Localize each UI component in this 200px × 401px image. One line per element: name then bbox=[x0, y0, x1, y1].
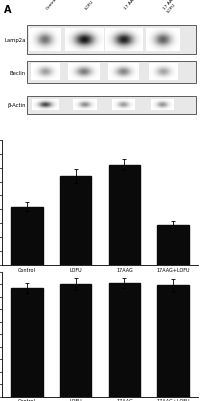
Text: Control: Control bbox=[45, 0, 58, 10]
Bar bbox=[11, 288, 43, 397]
Text: 17 AAG: 17 AAG bbox=[124, 0, 137, 10]
Text: β-Actin: β-Actin bbox=[7, 103, 26, 108]
Bar bbox=[157, 286, 189, 397]
Text: Beclin: Beclin bbox=[9, 71, 26, 75]
Text: LOFU: LOFU bbox=[84, 0, 95, 10]
Text: A: A bbox=[4, 5, 11, 15]
Bar bbox=[109, 283, 140, 397]
Bar bbox=[11, 207, 43, 265]
Text: Lamp2a: Lamp2a bbox=[4, 38, 26, 43]
FancyBboxPatch shape bbox=[27, 62, 196, 84]
Bar bbox=[60, 176, 91, 265]
Bar bbox=[60, 284, 91, 397]
Bar bbox=[109, 165, 140, 265]
FancyBboxPatch shape bbox=[27, 96, 196, 115]
Bar bbox=[157, 225, 189, 265]
Text: 17 AAG +
LOFU: 17 AAG + LOFU bbox=[163, 0, 183, 13]
FancyBboxPatch shape bbox=[27, 26, 196, 55]
